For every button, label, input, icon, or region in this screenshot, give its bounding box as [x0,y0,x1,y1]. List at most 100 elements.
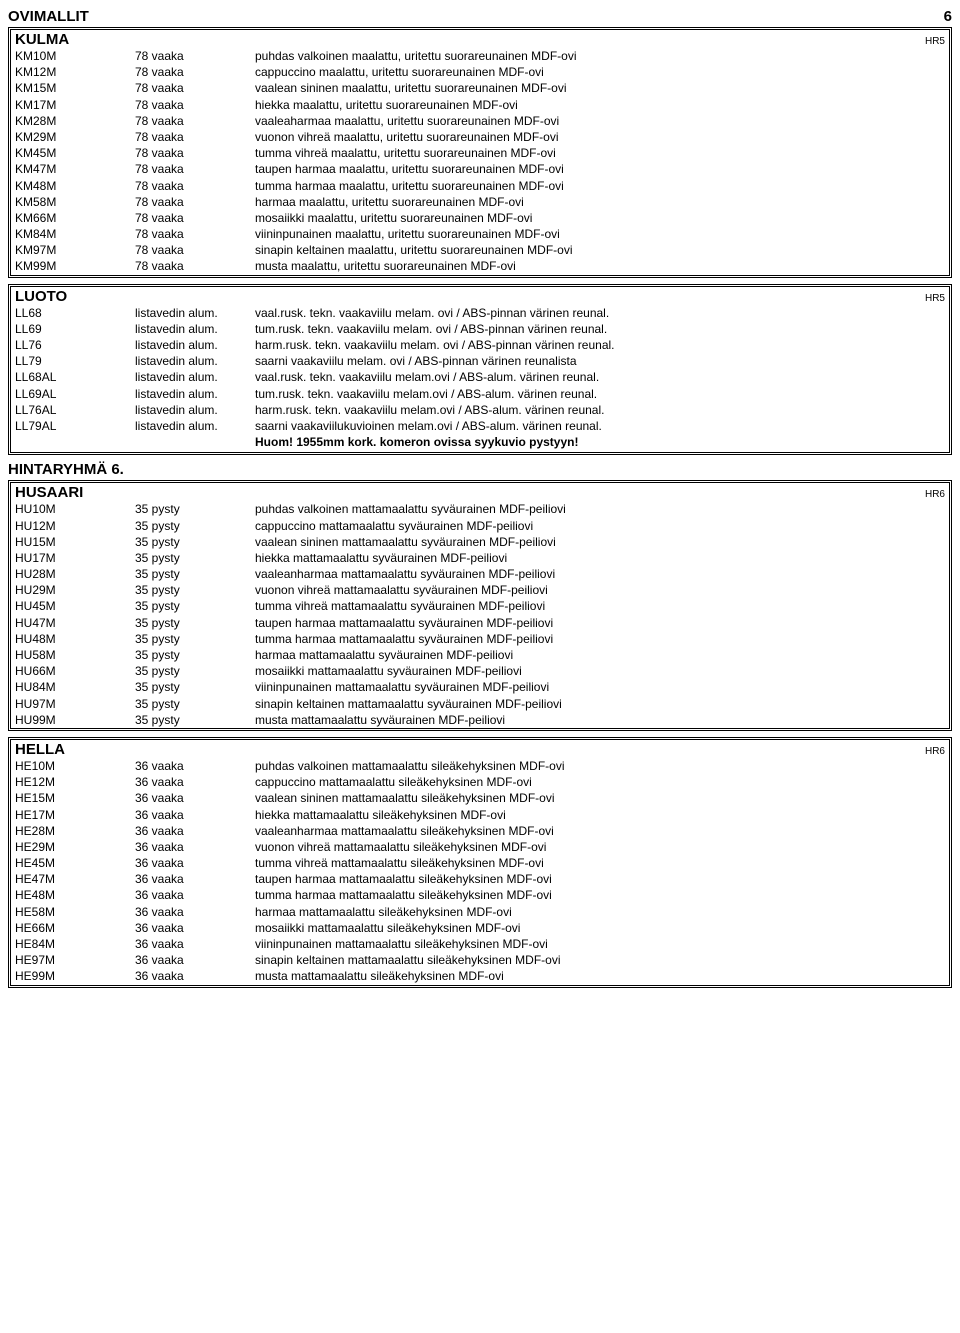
qty-cell: 78 vaaka [135,80,255,96]
code-cell: HU12M [15,518,135,534]
qty-cell: 35 pysty [135,566,255,582]
desc-cell: vaal.rusk. tekn. vaakaviilu melam.ovi / … [255,369,945,385]
code-cell: HU47M [15,615,135,631]
qty-cell: 36 vaaka [135,904,255,920]
table-row: LL79listavedin alum.saarni vaakaviilu me… [11,353,949,369]
desc-cell: vaalean sininen maalattu, uritettu suora… [255,80,945,96]
section-kulma: KULMA HR5 KM10M78 vaakapuhdas valkoinen … [8,27,952,278]
table-row: HU17M35 pystyhiekka mattamaalattu syväur… [11,550,949,566]
qty-cell: 35 pysty [135,631,255,647]
desc-cell: harm.rusk. tekn. vaakaviilu melam. ovi /… [255,337,945,353]
code-cell: HE47M [15,871,135,887]
section-rows: HE10M36 vaakapuhdas valkoinen mattamaala… [11,758,949,985]
section-hella: HELLA HR6 HE10M36 vaakapuhdas valkoinen … [8,737,952,988]
qty-cell: 36 vaaka [135,968,255,984]
table-row: HU58M35 pystyharmaa mattamaalattu syväur… [11,647,949,663]
qty-cell: 78 vaaka [135,129,255,145]
code-cell: KM97M [15,242,135,258]
table-row: LL79ALlistavedin alum.saarni vaakaviiluk… [11,418,949,434]
page-number: 6 [944,8,952,25]
table-row: HE10M36 vaakapuhdas valkoinen mattamaala… [11,758,949,774]
desc-cell: musta mattamaalattu syväurainen MDF-peil… [255,712,945,728]
table-row: HU45M35 pystytumma vihreä mattamaalattu … [11,598,949,614]
table-row: HE15M36 vaakavaalean sininen mattamaalat… [11,790,949,806]
desc-cell: viininpunainen maalattu, uritettu suorar… [255,226,945,242]
code-cell: KM15M [15,80,135,96]
desc-cell: mosaiikki maalattu, uritettu suorareunai… [255,210,945,226]
desc-cell: harmaa mattamaalattu syväurainen MDF-pei… [255,647,945,663]
table-row: HE66M36 vaakamosaiikki mattamaalattu sil… [11,920,949,936]
desc-cell: taupen harmaa maalattu, uritettu suorare… [255,161,945,177]
table-row: KM66M78 vaakamosaiikki maalattu, uritett… [11,210,949,226]
desc-cell: tum.rusk. tekn. vaakaviilu melam. ovi / … [255,321,945,337]
qty-cell: 36 vaaka [135,952,255,968]
qty-cell: 78 vaaka [135,226,255,242]
code-cell: KM29M [15,129,135,145]
table-row: KM97M78 vaakasinapin keltainen maalattu,… [11,242,949,258]
code-cell: HE15M [15,790,135,806]
code-cell: LL69 [15,321,135,337]
desc-cell: viininpunainen mattamaalattu sileäkehyks… [255,936,945,952]
qty-cell: 78 vaaka [135,64,255,80]
table-row: HU99M35 pystymusta mattamaalattu syväura… [11,712,949,728]
table-row: HE97M36 vaakasinapin keltainen mattamaal… [11,952,949,968]
section-luoto: LUOTO HR5 LL68listavedin alum.vaal.rusk.… [8,284,952,456]
table-row: LL76ALlistavedin alum.harm.rusk. tekn. v… [11,402,949,418]
table-row: HU48M35 pystytumma harmaa mattamaalattu … [11,631,949,647]
section-header: KULMA HR5 [11,30,949,48]
qty-cell: 78 vaaka [135,161,255,177]
qty-cell: 36 vaaka [135,920,255,936]
table-row: KM12M78 vaakacappuccino maalattu, uritet… [11,64,949,80]
qty-cell: 35 pysty [135,582,255,598]
desc-cell: taupen harmaa mattamaalattu sileäkehyksi… [255,871,945,887]
code-cell: KM12M [15,64,135,80]
qty-cell: 36 vaaka [135,823,255,839]
qty-cell: 35 pysty [135,696,255,712]
section-rows: LL68listavedin alum.vaal.rusk. tekn. vaa… [11,305,949,435]
qty-cell: 35 pysty [135,615,255,631]
code-cell: HU99M [15,712,135,728]
desc-cell: vuonon vihreä maalattu, uritettu suorare… [255,129,945,145]
qty-cell: listavedin alum. [135,337,255,353]
desc-cell: sinapin keltainen mattamaalattu sileäkeh… [255,952,945,968]
table-row: LL76listavedin alum.harm.rusk. tekn. vaa… [11,337,949,353]
code-cell: HU10M [15,501,135,517]
qty-cell: 78 vaaka [135,145,255,161]
code-cell: KM28M [15,113,135,129]
code-cell: KM66M [15,210,135,226]
qty-cell: 36 vaaka [135,839,255,855]
code-cell: LL68AL [15,369,135,385]
desc-cell: cappuccino mattamaalattu syväurainen MDF… [255,518,945,534]
desc-cell: puhdas valkoinen mattamaalattu sileäkehy… [255,758,945,774]
table-row: LL69listavedin alum.tum.rusk. tekn. vaak… [11,321,949,337]
table-row: HU97M35 pystysinapin keltainen mattamaal… [11,696,949,712]
table-row: HU84M35 pystyviininpunainen mattamaalatt… [11,679,949,695]
code-cell: HU58M [15,647,135,663]
table-row: HE28M36 vaakavaaleanharmaa mattamaalattu… [11,823,949,839]
desc-cell: musta mattamaalattu sileäkehyksinen MDF-… [255,968,945,984]
qty-cell: 78 vaaka [135,210,255,226]
qty-cell: 36 vaaka [135,855,255,871]
code-cell: LL76AL [15,402,135,418]
page-title: OVIMALLIT [8,8,89,25]
qty-cell: 78 vaaka [135,97,255,113]
section-header: HUSAARI HR6 [11,483,949,501]
desc-cell: harmaa maalattu, uritettu suorareunainen… [255,194,945,210]
code-cell: HE29M [15,839,135,855]
table-row: KM17M78 vaakahiekka maalattu, uritettu s… [11,97,949,113]
qty-cell: listavedin alum. [135,418,255,434]
table-row: HU28M35 pystyvaaleanharmaa mattamaalattu… [11,566,949,582]
code-cell: HE84M [15,936,135,952]
code-cell: KM84M [15,226,135,242]
code-cell: KM48M [15,178,135,194]
section-rows: KM10M78 vaakapuhdas valkoinen maalattu, … [11,48,949,275]
code-cell: HE58M [15,904,135,920]
qty-cell: listavedin alum. [135,353,255,369]
desc-cell: mosaiikki mattamaalattu sileäkehyksinen … [255,920,945,936]
code-cell: LL79 [15,353,135,369]
section-sub: HR5 [925,36,945,47]
table-row: KM47M78 vaakataupen harmaa maalattu, uri… [11,161,949,177]
table-row: HU10M35 pystypuhdas valkoinen mattamaala… [11,501,949,517]
code-cell: LL69AL [15,386,135,402]
code-cell: HE66M [15,920,135,936]
